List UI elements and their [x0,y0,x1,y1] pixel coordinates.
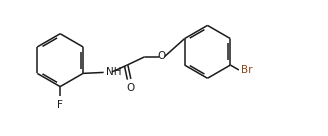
Text: F: F [57,100,63,110]
Text: O: O [157,51,166,61]
Text: Br: Br [241,65,253,75]
Text: O: O [126,83,134,93]
Text: NH: NH [106,67,121,77]
